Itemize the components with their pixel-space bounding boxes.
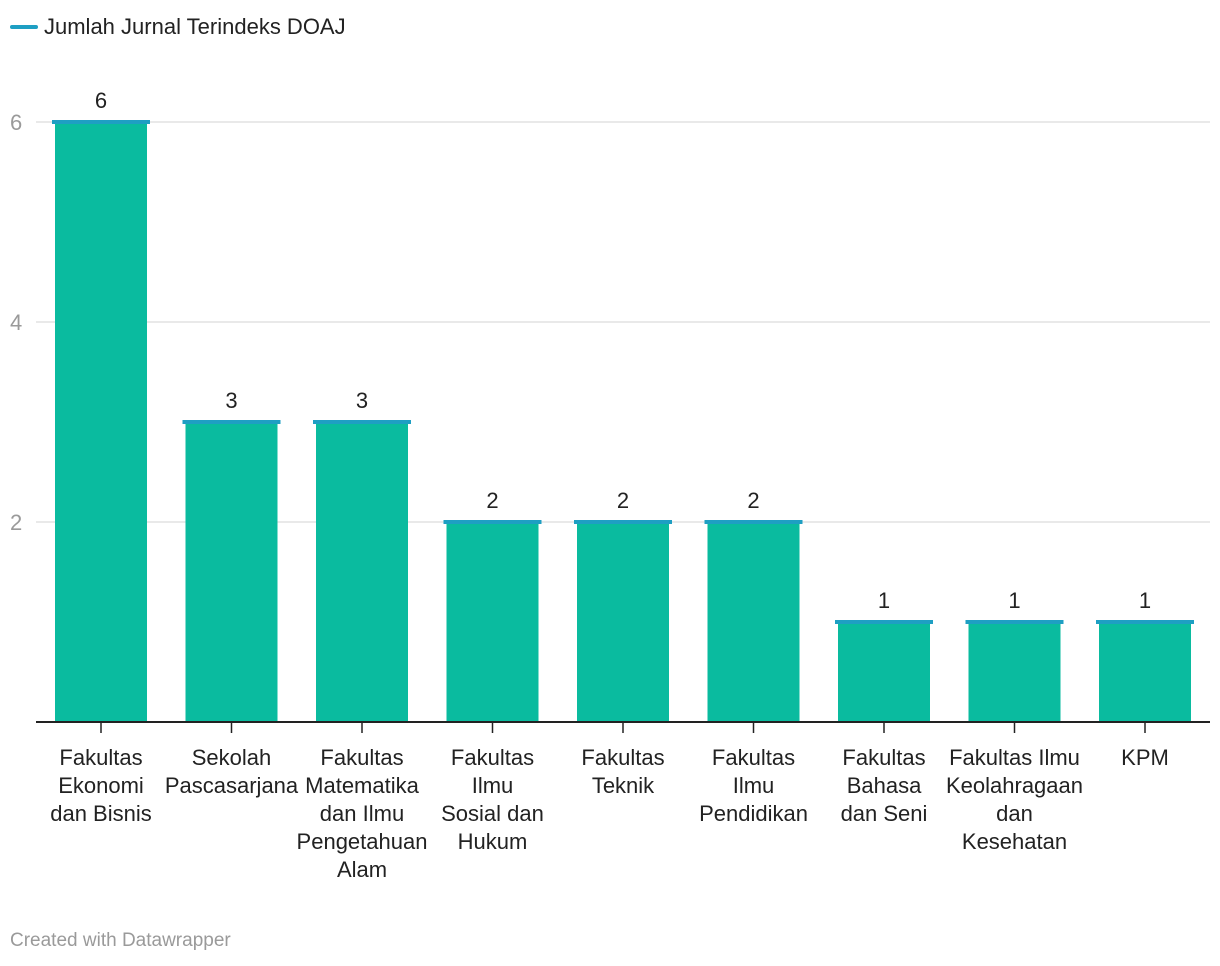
- x-tick-label-line: Sekolah: [191, 745, 272, 770]
- bar: [707, 522, 800, 722]
- x-tick-label-line: Hukum: [457, 829, 528, 854]
- x-tick-label-line: Pascasarjana: [164, 773, 299, 798]
- x-tick-label-line: Fakultas Ilmu: [949, 745, 1080, 770]
- x-tick-label-line: Sosial dan: [441, 801, 544, 826]
- bar: [838, 622, 930, 722]
- x-tick-label: Fakultas Ilmu Sosial dan Hukum: [418, 744, 568, 856]
- data-label: 1: [878, 588, 890, 613]
- x-tick-label-line: Ekonomi: [58, 773, 144, 798]
- bar: [1099, 622, 1191, 722]
- x-tick-label-line: Ilmu: [471, 773, 514, 798]
- x-tick-label: KPM: [1070, 744, 1220, 772]
- y-tick-label: 6: [10, 110, 22, 135]
- x-tick-label-line: Fakultas: [450, 745, 535, 770]
- x-tick-label-line: Fakultas: [59, 745, 143, 770]
- x-tick-label-line: Fakultas: [581, 745, 665, 770]
- bar: [55, 122, 147, 722]
- bar: [577, 522, 669, 722]
- bar-cap: [443, 520, 542, 524]
- x-tick-label: Fakultas Ilmu Keolahragaan dan Kesehatan: [940, 744, 1090, 856]
- bar-cap: [1096, 620, 1194, 624]
- data-label: 3: [225, 388, 237, 413]
- x-tick-label-line: Keolahragaan: [945, 773, 1083, 798]
- data-label: 2: [747, 488, 759, 513]
- legend-label: Jumlah Jurnal Terindeks DOAJ: [44, 14, 346, 39]
- legend-swatch: [10, 25, 38, 29]
- x-tick-label-line: Ilmu: [732, 773, 775, 798]
- x-tick-label-line: Teknik: [591, 773, 655, 798]
- bar-cap: [835, 620, 933, 624]
- x-tick-label-line: Fakultas: [320, 745, 404, 770]
- x-tick-label-line: Bahasa: [846, 773, 922, 798]
- x-tick-label: Fakultas Matematika dan Ilmu Pengetahuan Ala…: [287, 744, 437, 884]
- data-label: 1: [1008, 588, 1020, 613]
- x-tick-label-line: dan Bisnis: [50, 801, 152, 826]
- x-tick-label-line: Kesehatan: [961, 829, 1068, 854]
- bar-cap: [574, 520, 672, 524]
- x-tick-label-line: Fakultas: [842, 745, 926, 770]
- bar-cap: [182, 420, 281, 424]
- legend: Jumlah Jurnal Terindeks DOAJ: [10, 14, 346, 40]
- bar: [446, 522, 539, 722]
- data-label: 1: [1139, 588, 1151, 613]
- data-label: 2: [486, 488, 498, 513]
- footer-credit: Created with Datawrapper: [10, 930, 231, 951]
- bar-cap: [965, 620, 1064, 624]
- data-label: 6: [95, 88, 107, 113]
- x-tick-label: Sekolah Pascasarjana: [157, 744, 307, 800]
- x-tick-label-line: Pengetahuan: [296, 829, 428, 854]
- bar: [316, 422, 408, 722]
- x-tick-label-line: Fakultas: [711, 745, 796, 770]
- y-tick-label: 2: [10, 510, 22, 535]
- x-tick-label-line: Pendidikan: [699, 801, 808, 826]
- x-tick-label-line: dan: [996, 801, 1033, 826]
- x-tick-label: Fakultas Bahasa dan Seni: [809, 744, 959, 828]
- bar: [185, 422, 278, 722]
- x-tick-label: Fakultas Ilmu Pendidikan: [679, 744, 829, 828]
- data-label: 2: [617, 488, 629, 513]
- x-tick-label-line: Alam: [336, 857, 388, 882]
- x-tick-label: Fakultas Teknik: [548, 744, 698, 800]
- y-tick-label: 4: [10, 310, 22, 335]
- bar-cap: [704, 520, 803, 524]
- x-tick-label-line: KPM: [1121, 745, 1169, 770]
- x-tick-label-line: dan Ilmu: [319, 801, 405, 826]
- bar-cap: [313, 420, 411, 424]
- bar-cap: [52, 120, 150, 124]
- x-tick-label-line: dan Seni: [840, 801, 928, 826]
- data-label: 3: [356, 388, 368, 413]
- x-tick-label: Fakultas Ekonomi dan Bisnis: [26, 744, 176, 828]
- bar: [968, 622, 1061, 722]
- x-tick-label-line: Matematika: [305, 773, 419, 798]
